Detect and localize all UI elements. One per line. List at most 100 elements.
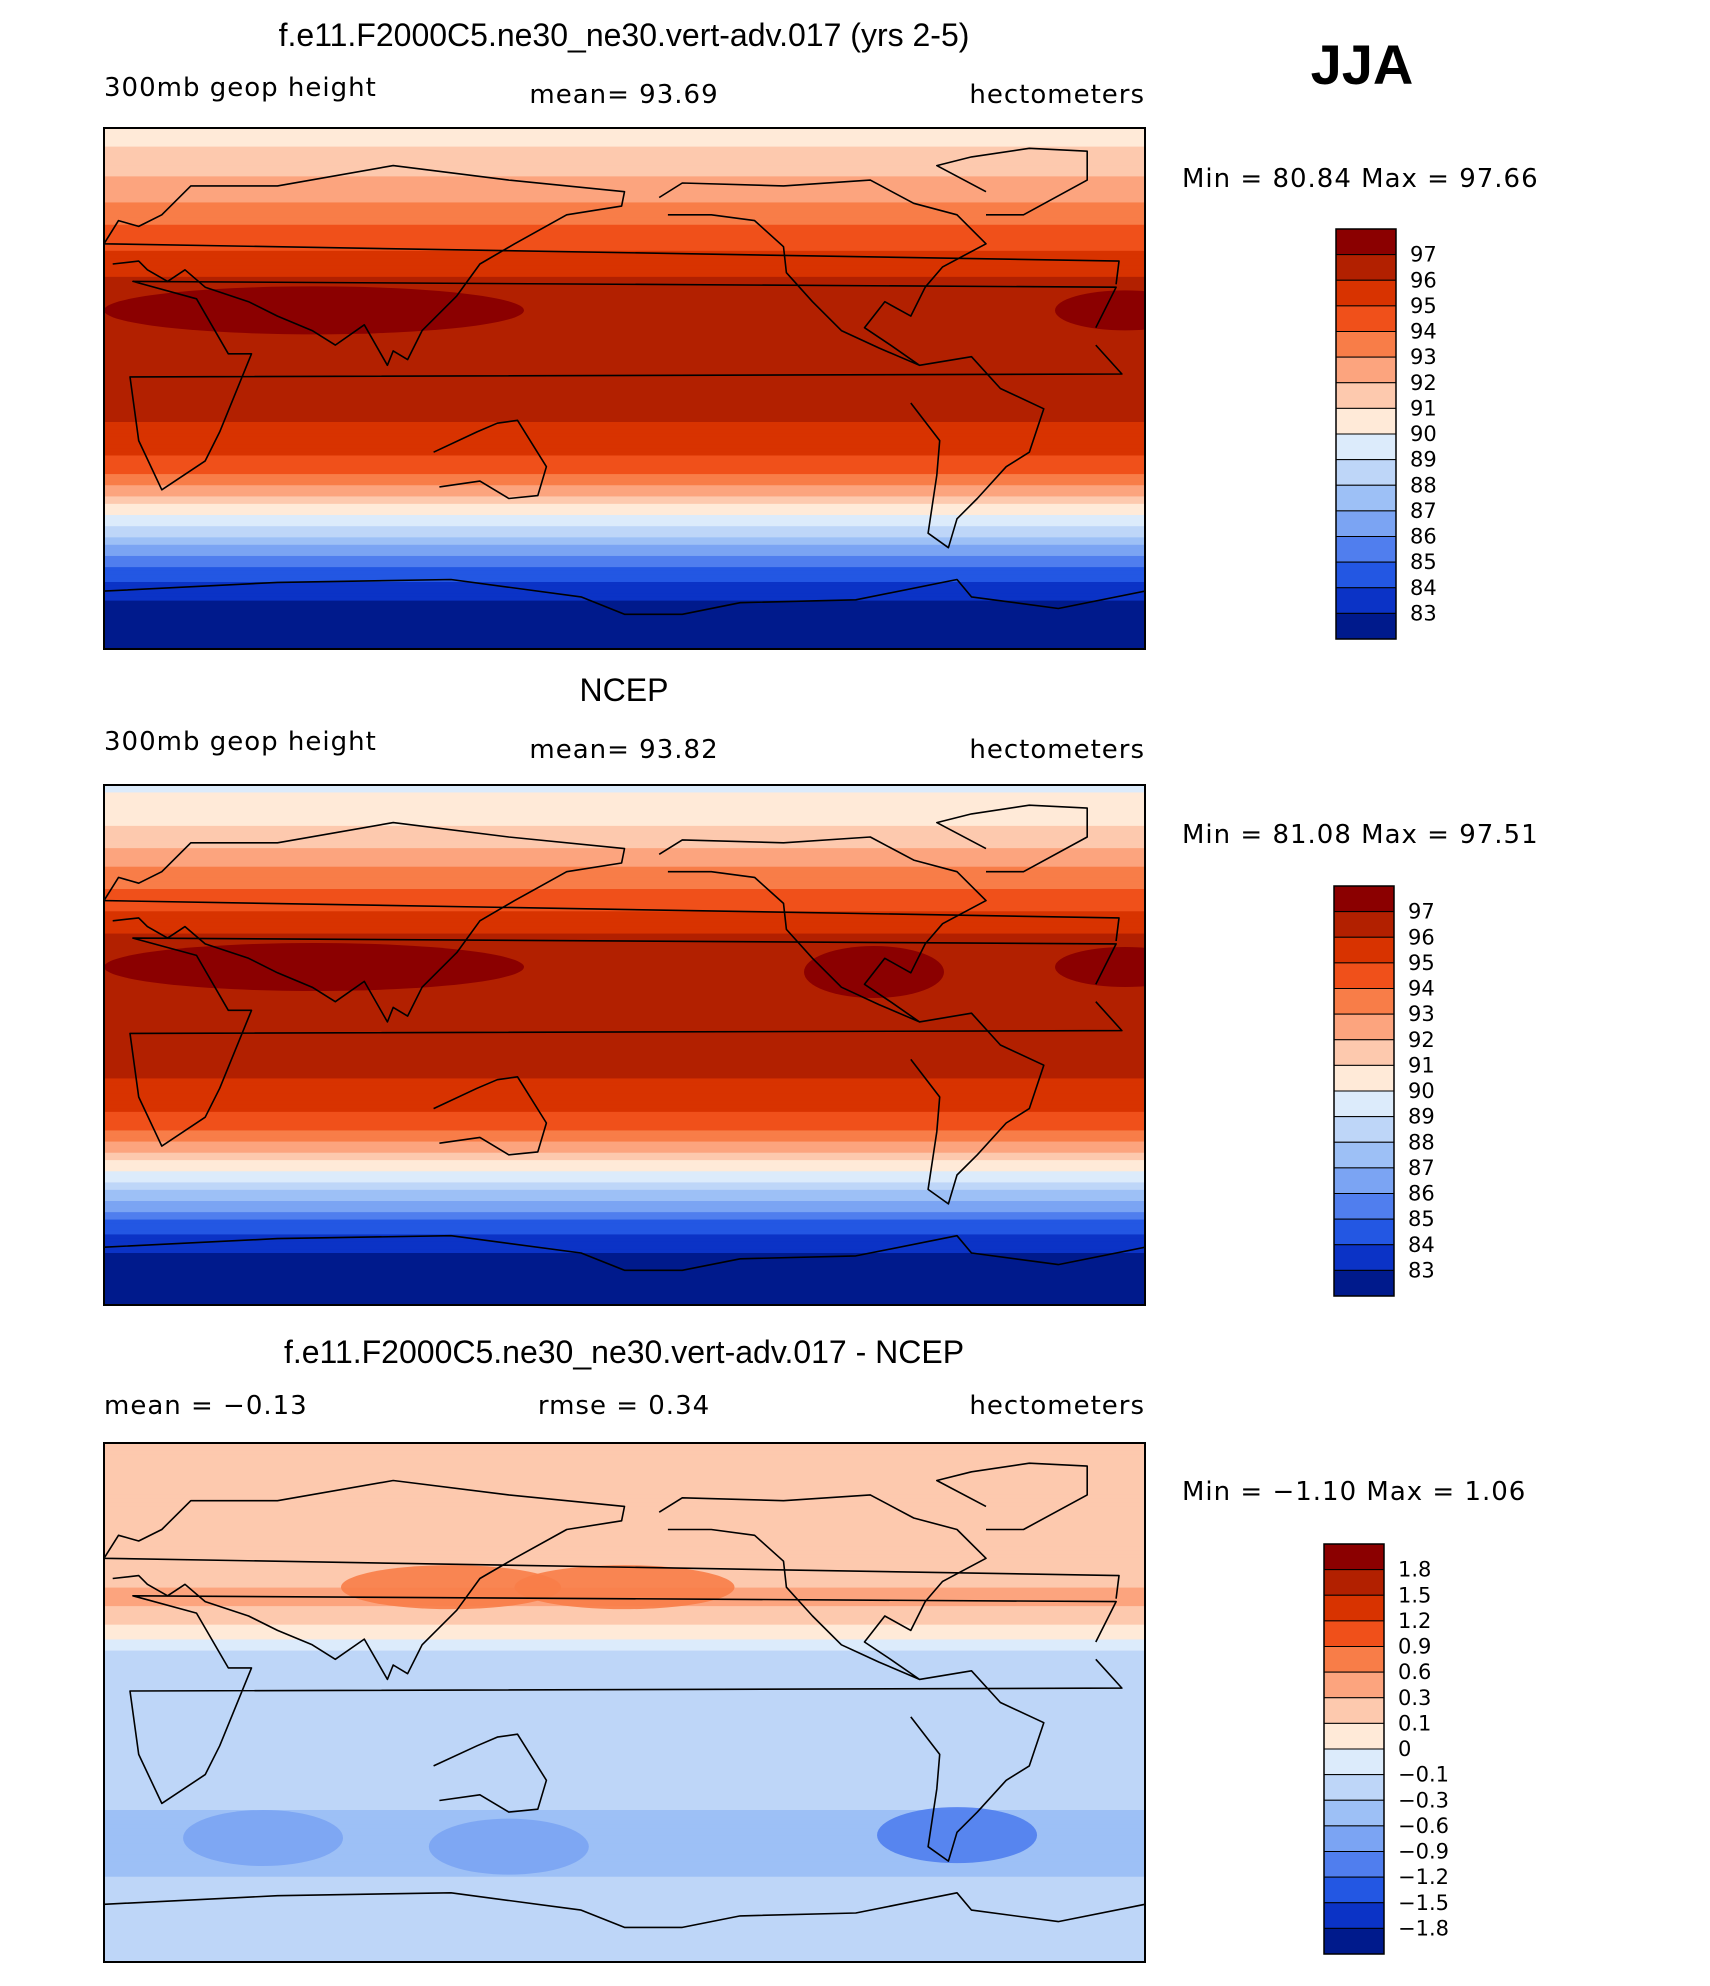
colorbar-tick-label: 84 bbox=[1410, 576, 1437, 600]
contour-band-row bbox=[104, 1145, 1145, 1150]
contour-band-row bbox=[104, 563, 1145, 568]
coastline-layer bbox=[103, 804, 1146, 1272]
contour-band-row bbox=[104, 258, 1145, 263]
contour-band-row bbox=[104, 284, 1145, 289]
contour-band-row bbox=[104, 811, 1145, 816]
contour-band-row bbox=[104, 1635, 1145, 1641]
contour-band-row bbox=[104, 1015, 1145, 1020]
contour-band-row bbox=[104, 541, 1145, 546]
contour-band-row bbox=[104, 1624, 1145, 1629]
contour-band-row bbox=[104, 1048, 1145, 1054]
contour-band-row bbox=[104, 228, 1145, 233]
contour-band-row bbox=[104, 377, 1145, 382]
contour-band-row bbox=[104, 1059, 1145, 1065]
contour-band-row bbox=[104, 1928, 1145, 1933]
contour-band-row bbox=[104, 1743, 1145, 1748]
contour-feature bbox=[341, 1565, 561, 1610]
contour-band-row bbox=[104, 1000, 1145, 1005]
contour-band-row bbox=[104, 889, 1145, 894]
contour-band-row bbox=[104, 1683, 1145, 1689]
contour-band-row bbox=[104, 157, 1145, 163]
contour-band-row bbox=[104, 1175, 1145, 1180]
contour-band-row bbox=[104, 1557, 1145, 1563]
contour-band-row bbox=[104, 444, 1145, 449]
contour-band-row bbox=[104, 455, 1145, 460]
colorbar-tick-label: 88 bbox=[1408, 1130, 1435, 1154]
contour-band-row bbox=[104, 1639, 1145, 1644]
contour-band-row bbox=[104, 818, 1145, 823]
colorbar-tick-label: 87 bbox=[1408, 1156, 1435, 1180]
contour-band-row bbox=[104, 485, 1145, 490]
contour-band-row bbox=[104, 1111, 1145, 1117]
mean-label: mean= 93.82 bbox=[529, 735, 718, 765]
contour-band-row bbox=[104, 589, 1145, 594]
contour-band-row bbox=[104, 433, 1145, 438]
colorbar-tick-label: 91 bbox=[1408, 1053, 1435, 1077]
contour-band-row bbox=[104, 993, 1145, 998]
contour-band-row bbox=[104, 974, 1145, 979]
eurasia-outline bbox=[103, 821, 1120, 1023]
contour-band-row bbox=[104, 1746, 1145, 1752]
contour-band-row bbox=[104, 918, 1145, 924]
contour-band-row bbox=[104, 1238, 1145, 1243]
contour-band-row bbox=[104, 306, 1145, 311]
colorbar-tick-label: 85 bbox=[1408, 1207, 1435, 1231]
contour-band-row bbox=[104, 1509, 1145, 1515]
contour-band-row bbox=[104, 1880, 1145, 1885]
contour-band-row bbox=[104, 187, 1145, 192]
contour-band-row bbox=[104, 1033, 1145, 1039]
colorbar-swatch bbox=[1333, 962, 1395, 990]
colorbar-tick-label: −1.8 bbox=[1398, 1916, 1449, 1940]
contour-band-row bbox=[104, 829, 1145, 834]
contour-band-row bbox=[104, 299, 1145, 304]
south-america-outline bbox=[910, 1670, 1045, 1862]
contour-band-row bbox=[104, 933, 1145, 938]
colorbar-tick-label: 93 bbox=[1408, 1002, 1435, 1026]
contour-band-row bbox=[104, 288, 1145, 293]
min-max-label: Min = 81.08 Max = 97.51 bbox=[1182, 820, 1539, 850]
contour-band-row bbox=[104, 310, 1145, 315]
colorbar-swatch bbox=[1323, 1774, 1385, 1801]
contour-band-row bbox=[104, 429, 1145, 434]
contour-band-row bbox=[104, 1950, 1145, 1956]
contour-band-row bbox=[104, 1041, 1145, 1046]
contour-band-row bbox=[104, 552, 1145, 557]
contour-band-row bbox=[104, 1661, 1145, 1667]
contour-band-row bbox=[104, 1487, 1145, 1492]
contour-band-row bbox=[104, 1223, 1145, 1228]
contour-band-row bbox=[104, 1865, 1145, 1870]
contour-band-row bbox=[104, 392, 1145, 397]
contour-band-row bbox=[104, 881, 1145, 886]
units-label: hectometers bbox=[969, 80, 1145, 110]
contour-band-row bbox=[104, 1260, 1145, 1265]
colorbar-tick-label: −0.9 bbox=[1398, 1840, 1449, 1864]
contour-band-row bbox=[104, 1494, 1145, 1500]
contour-band-row bbox=[104, 922, 1145, 927]
contour-band-row bbox=[104, 436, 1145, 442]
contour-band-row bbox=[104, 198, 1145, 204]
contour-band-row bbox=[104, 459, 1145, 464]
contour-band-row bbox=[104, 1275, 1145, 1280]
contour-band-row bbox=[104, 1854, 1145, 1859]
contour-band-row bbox=[104, 1074, 1145, 1080]
contour-band-row bbox=[104, 637, 1145, 643]
map-frame bbox=[103, 1442, 1146, 1963]
colorbar-tick-label: 1.5 bbox=[1398, 1583, 1431, 1607]
contour-band-row bbox=[104, 941, 1145, 946]
contour-band-row bbox=[104, 1078, 1145, 1083]
contour-band-row bbox=[104, 1160, 1145, 1165]
contour-band-row bbox=[104, 340, 1145, 345]
contour-band-row bbox=[104, 477, 1145, 483]
contour-band-row bbox=[104, 507, 1145, 512]
contour-band-row bbox=[104, 1491, 1145, 1496]
contour-band-row bbox=[104, 366, 1145, 371]
contour-band-row bbox=[104, 135, 1145, 140]
colorbar-tick-label: 95 bbox=[1408, 951, 1435, 975]
contour-band-row bbox=[104, 1821, 1145, 1826]
contour-band-row bbox=[104, 582, 1145, 587]
contour-band-row bbox=[104, 970, 1145, 976]
colorbar-swatch bbox=[1333, 1218, 1395, 1246]
contour-band-row bbox=[104, 351, 1145, 356]
